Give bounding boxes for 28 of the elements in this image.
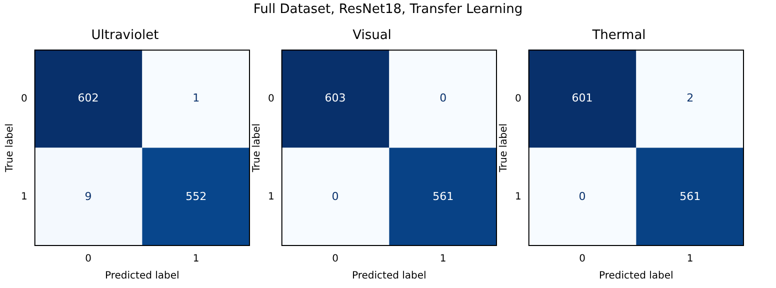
chart-title: Visual — [352, 28, 392, 44]
x-axis-title: Predicted label — [599, 270, 674, 282]
x-tick-label: 1 — [686, 254, 694, 265]
y-axis-title: True label — [4, 123, 16, 174]
data-label: 603 — [324, 92, 346, 105]
chart-title: Ultraviolet — [91, 28, 159, 44]
data-label: 602 — [78, 92, 99, 105]
x-axis-title: Predicted label — [352, 270, 426, 282]
data-label: 552 — [186, 190, 207, 203]
data-label: 0 — [578, 190, 586, 203]
x-tick-label: 0 — [332, 254, 338, 265]
data-label: 561 — [432, 190, 454, 203]
y-axis-title: True label — [498, 123, 510, 174]
x-tick-label: 1 — [192, 254, 200, 265]
data-label: 1 — [192, 92, 200, 105]
x-tick-label: 0 — [85, 254, 92, 265]
y-axis-title: True label — [252, 123, 263, 174]
x-tick-label: 0 — [579, 254, 586, 265]
text: Full Dataset, ResNet18, Transfer Learning — [252, 2, 524, 17]
data-label: 9 — [84, 190, 92, 203]
data-label: 561 — [680, 190, 701, 203]
data-label: 0 — [440, 92, 447, 105]
x-tick-label: 1 — [440, 254, 446, 265]
data-label: 601 — [572, 92, 593, 105]
chart-title: Thermal — [591, 28, 646, 44]
x-axis-title: Predicted label — [105, 270, 180, 282]
data-label: 0 — [332, 190, 339, 203]
data-label: 2 — [686, 92, 694, 105]
